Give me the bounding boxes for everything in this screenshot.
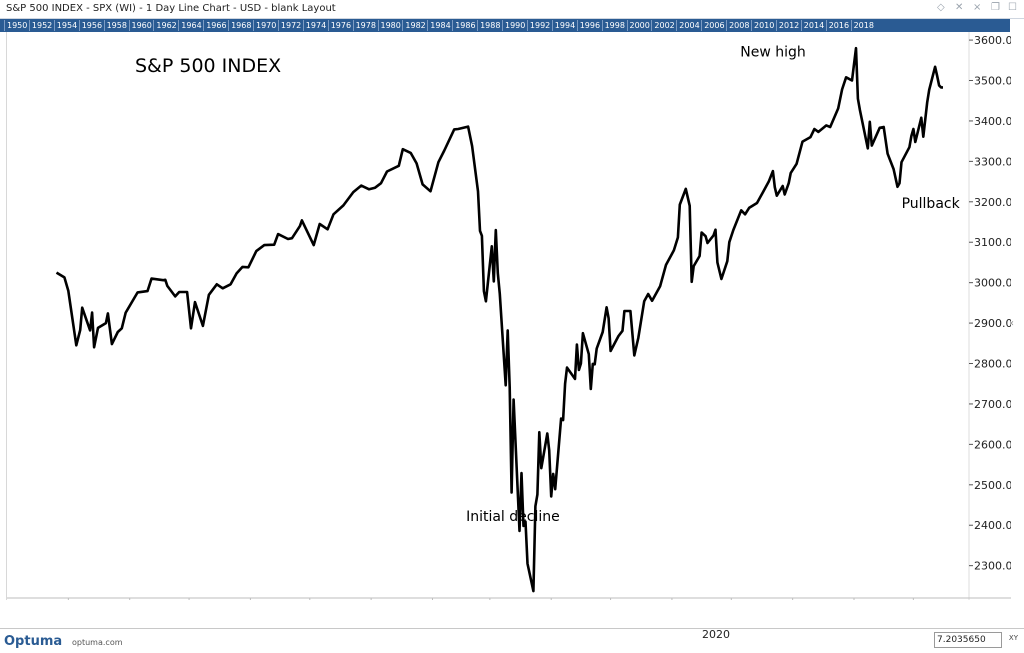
year-marker-1980[interactable]: 1980 (377, 20, 401, 31)
year-marker-1994[interactable]: 1994 (551, 20, 575, 31)
price-chart-svg[interactable]: 2300.00 2400.00 2500.00 2600.00 2700.00 2800.… (7, 32, 1020, 644)
year-marker-1996[interactable]: 1996 (576, 20, 600, 31)
window-titlebar: S&P 500 INDEX - SPX (WI) - 1 Day Line Ch… (0, 0, 1024, 19)
year-marker-2000[interactable]: 2000 (626, 20, 650, 31)
chart-area[interactable]: 2300.00 2400.00 2500.00 2600.00 2700.00 2800.… (6, 32, 1020, 644)
year-marker-1984[interactable]: 1984 (427, 20, 451, 31)
year-marker-1964[interactable]: 1964 (178, 20, 202, 31)
optuma-logo: Optuma (4, 634, 63, 649)
year-marker-1978[interactable]: 1978 (352, 20, 376, 31)
year-marker-1966[interactable]: 1966 (203, 20, 227, 31)
y-tick-label-3400: 3400.00 (974, 115, 1011, 128)
diamond-icon[interactable]: ◇ (937, 2, 945, 13)
year-marker-1954[interactable]: 1954 (53, 20, 77, 31)
year-marker-1968[interactable]: 1968 (228, 20, 251, 31)
year-marker-2014[interactable]: 2014 (800, 20, 824, 31)
year-marker-2004[interactable]: 2004 (676, 20, 700, 31)
y-tick-label-2900: 2900.00 (974, 317, 1011, 330)
annotation-0: Initial decline (466, 509, 560, 525)
y-tick-label-3200: 3200.00 (974, 196, 1011, 209)
year-marker-1960[interactable]: 1960 (128, 20, 152, 31)
year-marker-1974[interactable]: 1974 (302, 20, 326, 31)
year-marker-1970[interactable]: 1970 (253, 20, 276, 31)
y-tick-label-3000: 3000.00 (974, 277, 1011, 290)
y-tick-label-2300: 2300.00 (974, 560, 1011, 573)
year-marker-2018[interactable]: 2018 (850, 20, 874, 31)
year-marker-2008[interactable]: 2008 (726, 20, 749, 31)
year-marker-1952[interactable]: 1952 (28, 20, 52, 31)
year-marker-1972[interactable]: 1972 (277, 20, 301, 31)
close-icon[interactable]: × (973, 2, 982, 13)
year-marker-1962[interactable]: 1962 (153, 20, 177, 31)
annotation-2: Pullback (902, 196, 961, 212)
year-navigator-bar[interactable]: 1950 1952 1954 1956 1958 1960 1962 1964 1966 1968… (0, 19, 1010, 32)
chevron-left-icon[interactable]: ‹ (1010, 318, 1014, 329)
price-line-series (55, 46, 943, 593)
year-marker-2016[interactable]: 2016 (825, 20, 849, 31)
window-title: S&P 500 INDEX - SPX (WI) - 1 Day Line Ch… (6, 3, 336, 14)
year-marker-1982[interactable]: 1982 (402, 20, 426, 31)
y-tick-label-2600: 2600.00 (974, 438, 1011, 451)
year-marker-2002[interactable]: 2002 (651, 20, 675, 31)
coordinate-readout[interactable]: 7.2035650 (934, 632, 1002, 648)
y-tick-label-2400: 2400.00 (974, 519, 1011, 532)
year-marker-1998[interactable]: 1998 (601, 20, 625, 31)
y-tick-label-2700: 2700.00 (974, 398, 1011, 411)
year-marker-1958[interactable]: 1958 (103, 20, 127, 31)
y-tick-label-3100: 3100.00 (974, 236, 1011, 249)
year-marker-2006[interactable]: 2006 (701, 20, 725, 31)
xy-label: XY (1008, 634, 1018, 642)
year-marker-1956[interactable]: 1956 (78, 20, 102, 31)
year-marker-1986[interactable]: 1986 (452, 20, 476, 31)
y-tick-label-3300: 3300.00 (974, 155, 1011, 168)
annotation-1: New high (740, 44, 806, 60)
y-tick-label-3500: 3500.00 (974, 75, 1011, 88)
y-tick-label-2500: 2500.00 (974, 479, 1011, 492)
logo-url: optuma.com (72, 638, 123, 647)
timeline-year-label: 2020 (702, 628, 730, 641)
y-tick-label-2800: 2800.00 (974, 358, 1011, 371)
year-marker-1988[interactable]: 1988 (477, 20, 500, 31)
chart-title: S&P 500 INDEX (135, 55, 281, 77)
year-marker-1990[interactable]: 1990 (502, 20, 525, 31)
year-marker-2012[interactable]: 2012 (775, 20, 799, 31)
status-footer: Optuma optuma.com 2020 7.2035650 XY (0, 628, 1024, 653)
y-tick-label-3600: 3600.00 (974, 34, 1011, 47)
restore-icon[interactable]: ❐ (991, 2, 1000, 13)
year-marker-1976[interactable]: 1976 (327, 20, 351, 31)
year-marker-1950[interactable]: 1950 (4, 20, 27, 31)
pin-icon[interactable]: ✕ (955, 2, 964, 13)
year-marker-2010[interactable]: 2010 (751, 20, 774, 31)
year-marker-1992[interactable]: 1992 (526, 20, 550, 31)
maximize-icon[interactable]: ☐ (1008, 2, 1017, 13)
